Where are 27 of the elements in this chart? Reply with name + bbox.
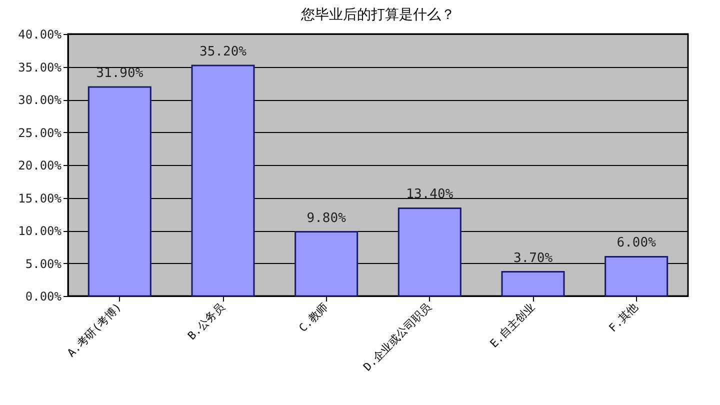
y-tick-label: 30.00% [18, 93, 62, 107]
y-tick-label: 25.00% [18, 126, 62, 140]
chart-title: 您毕业后的打算是什么？ [300, 7, 455, 23]
data-label: 31.90% [96, 66, 144, 82]
y-tick-label: 15.00% [18, 191, 62, 206]
data-label: 9.80% [306, 210, 346, 226]
bar [604, 256, 668, 297]
x-tick-label: C.教师 [296, 300, 331, 335]
y-tick-label: 10.00% [18, 224, 62, 238]
x-tick-label: D.企业或公司职员 [360, 300, 434, 374]
y-tick-label: 5.00% [25, 256, 62, 271]
x-tick-label: A.考研(考博) [64, 300, 124, 360]
y-tick-label: 0.00% [25, 290, 62, 304]
x-tick-label: F.其他 [606, 300, 641, 335]
bar [501, 271, 565, 297]
x-tick-label: E.自主创业 [488, 300, 538, 350]
data-label: 35.20% [200, 44, 247, 60]
bar [294, 231, 358, 297]
data-label: 3.70% [513, 250, 553, 266]
x-tick-label: B.公务员 [185, 300, 228, 342]
bar [398, 207, 462, 297]
y-tick-label: 40.00% [18, 28, 62, 42]
bar [88, 86, 152, 297]
data-label: 6.00% [616, 236, 656, 251]
y-tick-label: 35.00% [18, 60, 62, 74]
bar [191, 64, 255, 297]
y-tick-label: 20.00% [18, 158, 62, 172]
